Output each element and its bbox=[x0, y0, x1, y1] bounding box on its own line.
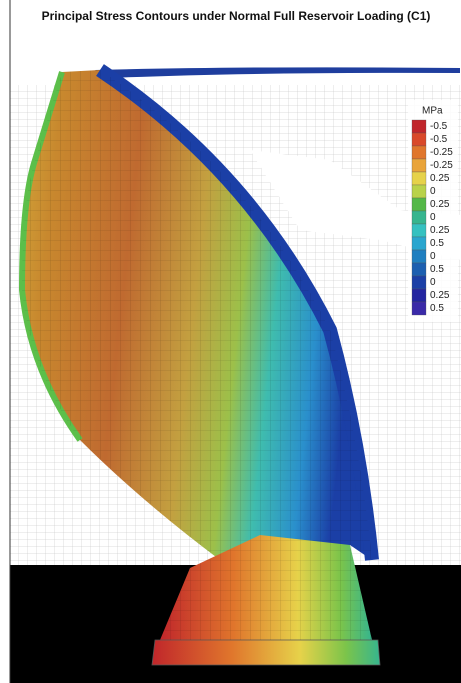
legend-swatch bbox=[411, 301, 427, 316]
legend-label: 0.25 bbox=[430, 290, 450, 301]
legend-label: -0.25 bbox=[430, 160, 453, 171]
legend-label: 0.5 bbox=[430, 264, 444, 275]
plinth bbox=[151, 639, 381, 666]
legend-label: 0.25 bbox=[430, 173, 450, 184]
legend-swatch bbox=[411, 262, 427, 277]
legend-swatch bbox=[411, 275, 427, 290]
legend-swatch bbox=[411, 210, 427, 225]
dam-mesh bbox=[22, 70, 372, 560]
legend-label: -0.25 bbox=[430, 147, 453, 158]
crest bbox=[95, 67, 460, 78]
legend-swatch bbox=[411, 132, 427, 147]
legend-swatch bbox=[411, 236, 427, 251]
legend: MPa -0.5 -0.5 -0.25 -0.25 0.25 0 0.25 0 0.25 0.5 0… bbox=[408, 100, 458, 322]
legend-label: 0.5 bbox=[430, 238, 444, 249]
legend-swatch bbox=[411, 288, 427, 303]
legend-swatch bbox=[411, 197, 427, 212]
legend-label: 0.5 bbox=[430, 303, 444, 314]
legend-label: 0.25 bbox=[430, 225, 450, 236]
foundation-mesh bbox=[160, 535, 372, 640]
legend-label: 0 bbox=[430, 277, 436, 288]
legend-swatch bbox=[411, 223, 427, 238]
legend-label: 0 bbox=[430, 186, 436, 197]
legend-label: 0.25 bbox=[430, 199, 450, 210]
legend-swatch bbox=[411, 249, 427, 264]
legend-unit: MPa bbox=[422, 106, 443, 117]
legend-swatch bbox=[411, 184, 427, 199]
legend-label: -0.5 bbox=[430, 134, 448, 145]
legend-swatch bbox=[411, 158, 427, 173]
legend-swatch bbox=[411, 171, 427, 186]
legend-swatch bbox=[411, 119, 427, 134]
legend-swatch bbox=[411, 145, 427, 160]
legend-label: 0 bbox=[430, 251, 436, 262]
legend-label: 0 bbox=[430, 212, 436, 223]
legend-label: -0.5 bbox=[430, 121, 448, 132]
title: Principal Stress Contours under Normal F… bbox=[42, 9, 431, 23]
